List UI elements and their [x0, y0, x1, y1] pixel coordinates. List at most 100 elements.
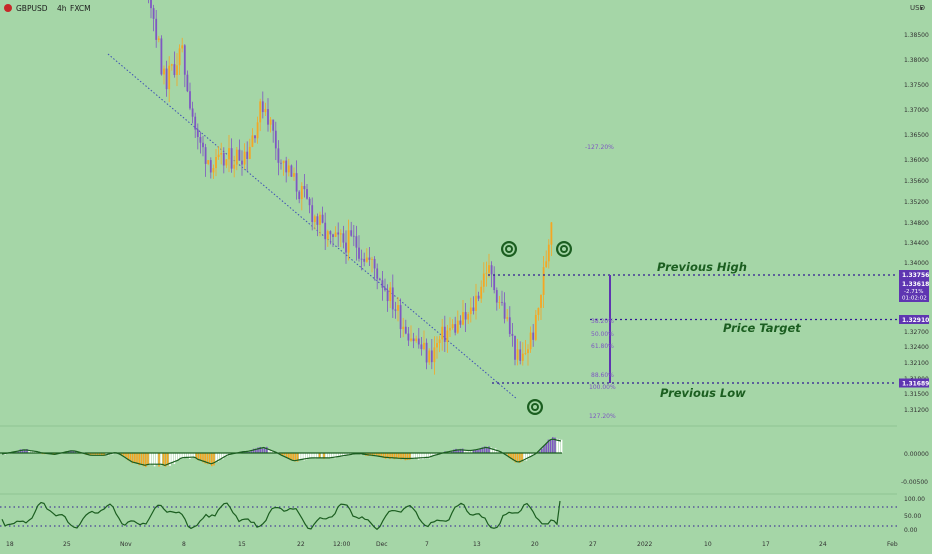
candle-body — [373, 258, 376, 269]
candle-body — [501, 302, 503, 303]
candle-body — [399, 305, 402, 330]
macd-bar — [329, 453, 332, 459]
macd-bar — [426, 453, 429, 459]
macd-bar — [343, 453, 345, 457]
macd-bar — [182, 453, 184, 459]
time-tick: Feb — [887, 541, 898, 548]
candle-body — [540, 294, 542, 308]
candle-body — [337, 232, 340, 235]
macd-bar — [140, 453, 143, 465]
price-tick: 1.31500 — [904, 391, 929, 398]
candle-body — [527, 349, 529, 354]
candle-body — [155, 18, 158, 40]
macd-bar — [270, 450, 272, 453]
candle-body — [170, 64, 173, 66]
candle-body — [521, 353, 524, 361]
candle-body — [168, 65, 171, 90]
macd-bar — [475, 449, 477, 453]
candle-body — [417, 338, 420, 345]
target-marker-icon[interactable] — [501, 241, 517, 257]
macd-bar — [17, 451, 19, 453]
macd-bar — [305, 453, 308, 460]
macd-bar — [347, 453, 349, 456]
macd-bar — [103, 453, 105, 456]
candle-body — [324, 222, 327, 240]
macd-bar — [87, 453, 90, 455]
candle-body — [462, 312, 464, 325]
macd-bar — [279, 453, 281, 455]
macd-bar — [393, 453, 396, 460]
bar-countdown: 01:02:02 — [902, 296, 927, 302]
macd-bar — [202, 453, 204, 463]
time-tick: 13 — [473, 541, 481, 548]
macd-bar — [334, 453, 336, 459]
price-target-value: 1.32910 — [902, 317, 929, 324]
header-exchange: FXCM — [70, 4, 91, 13]
macd-bar — [398, 453, 400, 459]
time-tick: 12:00 — [333, 541, 350, 548]
candle-body — [178, 48, 181, 66]
macd-bar — [422, 453, 424, 460]
macd-bar — [72, 451, 74, 453]
macd-bar — [299, 453, 301, 460]
candle-body — [443, 326, 446, 342]
time-axis[interactable]: 18 25 Nov 8 15 22 12:00 Dec 7 13 20 27 2… — [6, 541, 898, 548]
macd-bar — [261, 448, 264, 453]
macd-bar — [70, 450, 72, 453]
macd-bar — [486, 447, 488, 453]
price-target-badge — [899, 315, 929, 324]
macd-bar — [332, 453, 334, 458]
target-marker-icon[interactable] — [556, 241, 572, 257]
macd-bar — [257, 447, 259, 453]
macd-bar — [74, 451, 77, 453]
candle-body — [196, 129, 199, 138]
trendline[interactable] — [107, 53, 518, 400]
macd-bar — [325, 453, 327, 458]
macd-bar — [523, 453, 525, 461]
candle-body — [261, 101, 264, 113]
macd-bar — [158, 453, 160, 467]
macd-bar — [268, 448, 270, 453]
macd-bar — [138, 453, 140, 466]
macd-bar — [505, 453, 508, 455]
candle-body — [360, 258, 363, 260]
macd-bar — [468, 450, 470, 453]
candle-body — [238, 149, 241, 161]
macd-bar — [373, 453, 376, 455]
candle-body — [352, 235, 355, 237]
price-tick: 1.34000 — [904, 260, 929, 267]
macd-bar — [303, 453, 305, 461]
macd-bar — [560, 439, 563, 453]
candle-body — [386, 290, 389, 302]
macd-histogram — [2, 437, 563, 468]
candle-body — [529, 332, 532, 350]
macd-bar — [554, 437, 556, 453]
macd-bar — [125, 453, 127, 458]
macd-bar — [417, 453, 420, 460]
target-marker-icon[interactable] — [527, 399, 543, 415]
currency-dropdown-icon[interactable]: ▾ — [920, 5, 923, 12]
macd-bar — [545, 443, 547, 453]
candle-body — [514, 335, 516, 360]
macd-bar — [296, 453, 299, 462]
candle-body — [165, 68, 168, 90]
candle-body — [511, 333, 514, 336]
macd-bar — [21, 449, 24, 453]
macd-bar — [24, 450, 26, 453]
candle-body — [254, 135, 256, 139]
macd-bar — [508, 453, 510, 458]
candle-body — [267, 109, 269, 125]
macd-bar — [549, 439, 552, 453]
macd-bar — [171, 453, 173, 464]
candle-body — [350, 230, 353, 236]
price-tick: 1.37000 — [904, 107, 929, 114]
macd-tick: 0.00000 — [904, 451, 929, 458]
price-axis[interactable]: 1.38500 1.38000 1.37500 1.37000 1.36500 … — [899, 32, 929, 534]
price-high-value: 1.33756 — [902, 272, 929, 279]
macd-bar — [283, 453, 286, 456]
macd-bar — [127, 453, 129, 461]
candle-body — [215, 157, 217, 169]
macd-bar — [105, 453, 107, 455]
